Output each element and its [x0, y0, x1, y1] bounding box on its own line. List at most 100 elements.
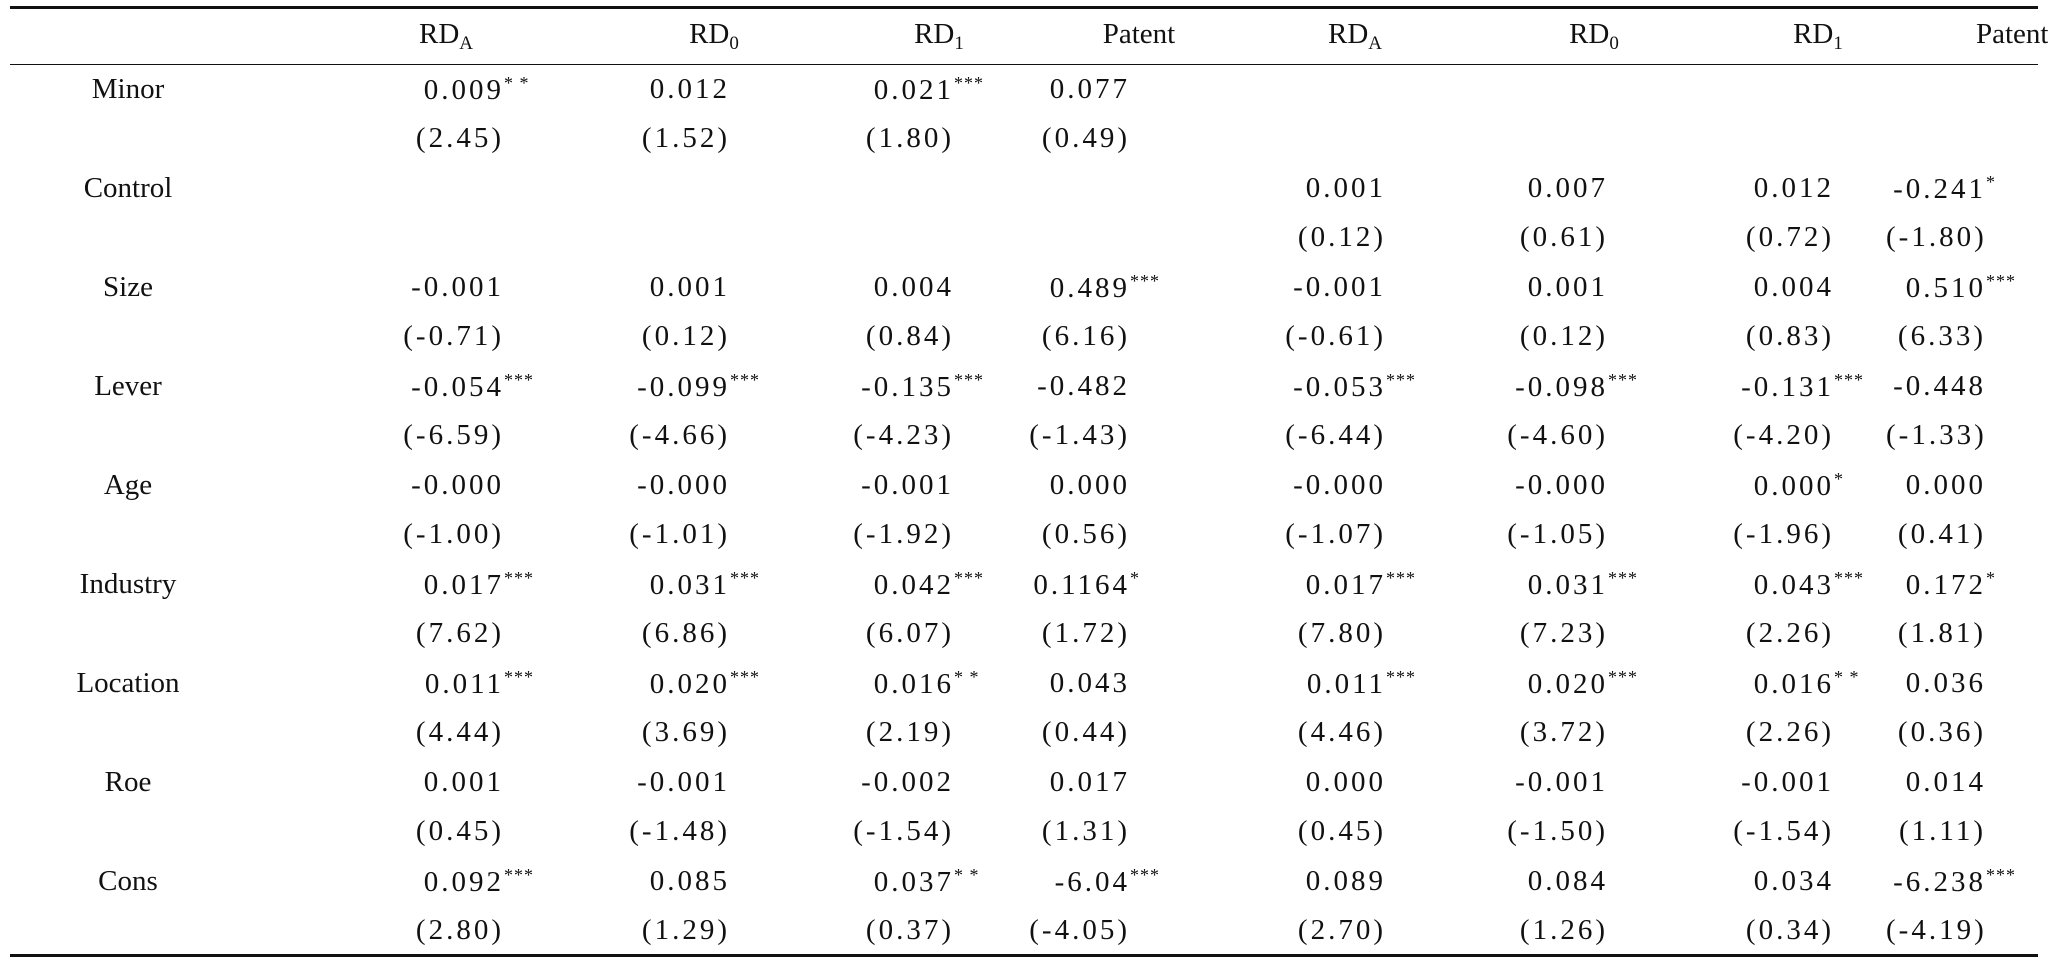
- variable-name: Minor: [91, 73, 165, 105]
- t-stat-value: (1.81): [1897, 617, 1986, 650]
- variable-name: Roe: [104, 765, 152, 798]
- coefficient-row: Cons 0.092*** 0.085 0.037* * -6.04*** 0.089 0.…: [10, 857, 2038, 907]
- t-stat-row: (2.80) (1.29) (0.37) (-4.05) (2.70) (1.26) (0.…: [10, 906, 2038, 956]
- significance-stars: ***: [1130, 864, 1160, 885]
- t-stat-row: (0.12) (0.61) (0.72) (-1.80): [10, 213, 2038, 263]
- t-stat-value: (0.84): [865, 320, 954, 353]
- t-stat-cell: (2.45): [246, 114, 556, 164]
- significance-stars: *: [1986, 171, 1996, 192]
- coefficient-cell: -0.482: [1006, 362, 1182, 412]
- coefficient-cell: 0.037* *: [782, 857, 1006, 907]
- coefficient-cell: 0.007: [1438, 164, 1660, 214]
- t-stat-cell: (-1.43): [1006, 411, 1182, 461]
- t-stat-cell: (7.62): [246, 609, 556, 659]
- significance-stars: ***: [1386, 567, 1416, 588]
- t-stat-cell: (0.34): [1660, 906, 1886, 956]
- t-stat-cell: (7.23): [1438, 609, 1660, 659]
- coefficient-value: -0.054: [411, 370, 504, 403]
- regression-table: RDA RD0 RD1 Patent RDA RD0 RD1 Patent Mi…: [10, 6, 2048, 957]
- coefficient-cell: 0.001: [1438, 263, 1660, 313]
- coefficient-cell: -0.131***: [1660, 362, 1886, 412]
- t-stat-cell: [556, 213, 782, 263]
- column-header: Patent: [1102, 18, 1176, 50]
- t-stat-cell: [1660, 114, 1886, 164]
- t-stat-cell: (-4.60): [1438, 411, 1660, 461]
- t-stat-row: (7.62) (6.86) (6.07) (1.72) (7.80) (7.23) (2.2…: [10, 609, 2038, 659]
- coefficient-value: 0.009: [423, 74, 504, 106]
- t-stat-cell: (2.70): [1182, 906, 1438, 956]
- t-stat-value: (4.44): [415, 716, 504, 749]
- coefficient-cell: 0.000: [1006, 461, 1182, 511]
- t-stat-cell: (2.19): [782, 708, 1006, 758]
- t-stat-value: (0.41): [1897, 518, 1986, 551]
- t-stat-cell: [782, 213, 1006, 263]
- coefficient-cell: 0.012: [556, 65, 782, 115]
- t-stat-cell: (-1.00): [246, 510, 556, 560]
- coefficient-cell: -0.001: [1182, 263, 1438, 313]
- table-body: Minor 0.009* * 0.012 0.021*** 0.077 (2.45) (1.…: [10, 65, 2038, 956]
- significance-stars: *: [1834, 468, 1844, 489]
- t-stat-cell: (1.72): [1006, 609, 1182, 659]
- coefficient-value: 0.510: [1905, 271, 1986, 304]
- t-stat-cell: (7.80): [1182, 609, 1438, 659]
- t-stat-value: (-1.33): [1886, 419, 1987, 452]
- coefficient-cell: -0.053***: [1182, 362, 1438, 412]
- t-stat-value: (7.23): [1519, 617, 1608, 650]
- coefficient-value: 0.085: [649, 864, 730, 897]
- coefficient-cell: 0.014: [1886, 758, 2038, 808]
- t-stat-cell: (-4.23): [782, 411, 1006, 461]
- coefficient-row: Roe 0.001 -0.001 -0.002 0.017 0.000 -0.001 -0.0…: [10, 758, 2038, 808]
- variable-name: Location: [76, 666, 180, 699]
- t-stat-value: (1.26): [1519, 913, 1608, 946]
- t-stat-value: (0.12): [1519, 320, 1608, 353]
- coefficient-cell: -0.002: [782, 758, 1006, 808]
- blank-cell: [10, 708, 246, 758]
- t-stat-cell: (0.12): [1438, 312, 1660, 362]
- t-stat-value: (7.80): [1297, 617, 1386, 650]
- t-stat-value: (-0.61): [1285, 320, 1386, 353]
- coefficient-row: Lever -0.054*** -0.099*** -0.135*** -0.482 -0…: [10, 362, 2038, 412]
- t-stat-value: (1.52): [641, 122, 730, 155]
- t-stat-value: (-6.59): [403, 419, 504, 452]
- coefficient-cell: 0.011***: [246, 659, 556, 709]
- coefficient-cell: 0.004: [1660, 263, 1886, 313]
- coefficient-value: 0.004: [1753, 270, 1834, 303]
- t-stat-cell: (0.44): [1006, 708, 1182, 758]
- coefficient-row: Size -0.001 0.001 0.004 0.489*** -0.001 0.001 0…: [10, 263, 2038, 313]
- t-stat-value: (-1.92): [853, 518, 954, 551]
- coefficient-value: 0.084: [1527, 864, 1608, 897]
- coefficient-value: -6.238: [1893, 865, 1986, 898]
- coefficient-cell: 0.031***: [556, 560, 782, 610]
- t-stat-cell: (6.07): [782, 609, 1006, 659]
- t-stat-row: (0.45) (-1.48) (-1.54) (1.31) (0.45) (-1.50) (…: [10, 807, 2038, 857]
- coefficient-cell: -0.448: [1886, 362, 2038, 412]
- coefficient-cell: -0.000: [246, 461, 556, 511]
- variable-name: Control: [83, 171, 173, 204]
- coefficient-cell: 0.017: [1006, 758, 1182, 808]
- t-stat-value: (0.45): [415, 815, 504, 848]
- coefficient-value: 0.031: [649, 568, 730, 601]
- coefficient-value: 0.1164: [1033, 568, 1130, 601]
- coefficient-row: Minor 0.009* * 0.012 0.021*** 0.077: [10, 65, 2038, 115]
- significance-stars: ***: [954, 567, 984, 588]
- t-stat-cell: (0.12): [1182, 213, 1438, 263]
- coefficient-cell: -0.001: [246, 263, 556, 313]
- t-stat-cell: (0.37): [782, 906, 1006, 956]
- blank-cell: [10, 510, 246, 560]
- coefficient-cell: -0.001: [1438, 758, 1660, 808]
- coefficient-cell: 0.084: [1438, 857, 1660, 907]
- coefficient-value: -6.04: [1054, 865, 1130, 898]
- variable-name: Age: [103, 468, 153, 501]
- t-stat-cell: (-1.92): [782, 510, 1006, 560]
- coefficient-cell: 0.036: [1886, 659, 2038, 709]
- column-header: RD0: [689, 18, 739, 54]
- column-header: RD1: [1793, 18, 1843, 54]
- t-stat-value: (-1.54): [1733, 815, 1834, 848]
- t-stat-cell: (4.44): [246, 708, 556, 758]
- variable-name: Cons: [98, 864, 158, 897]
- coefficient-value: 0.001: [423, 765, 504, 798]
- t-stat-cell: (-1.07): [1182, 510, 1438, 560]
- t-stat-value: (-1.07): [1285, 518, 1386, 551]
- coefficient-value: 0.031: [1527, 568, 1608, 601]
- t-stat-cell: (-1.96): [1660, 510, 1886, 560]
